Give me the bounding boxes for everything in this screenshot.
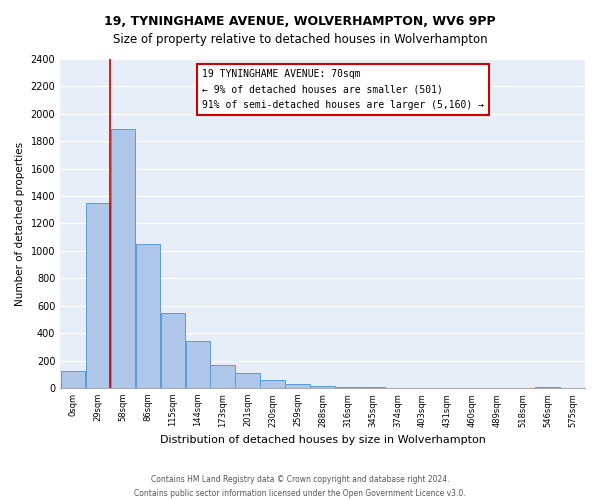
Text: 19, TYNINGHAME AVENUE, WOLVERHAMPTON, WV6 9PP: 19, TYNINGHAME AVENUE, WOLVERHAMPTON, WV…	[104, 15, 496, 28]
Bar	[235, 373, 260, 388]
Bar	[61, 371, 85, 388]
Text: 19 TYNINGHAME AVENUE: 70sqm
← 9% of detached houses are smaller (501)
91% of sem: 19 TYNINGHAME AVENUE: 70sqm ← 9% of deta…	[202, 69, 484, 110]
Bar	[136, 244, 160, 388]
Text: Contains HM Land Registry data © Crown copyright and database right 2024.
Contai: Contains HM Land Registry data © Crown c…	[134, 476, 466, 498]
X-axis label: Distribution of detached houses by size in Wolverhampton: Distribution of detached houses by size …	[160, 435, 485, 445]
Bar	[161, 312, 185, 388]
Bar	[86, 203, 110, 388]
Bar	[535, 387, 560, 388]
Bar	[335, 387, 359, 388]
Bar	[110, 129, 135, 388]
Y-axis label: Number of detached properties: Number of detached properties	[15, 142, 25, 306]
Text: Size of property relative to detached houses in Wolverhampton: Size of property relative to detached ho…	[113, 32, 487, 46]
Bar	[211, 366, 235, 388]
Bar	[286, 384, 310, 388]
Bar	[310, 386, 335, 388]
Bar	[260, 380, 285, 388]
Bar	[185, 342, 210, 388]
